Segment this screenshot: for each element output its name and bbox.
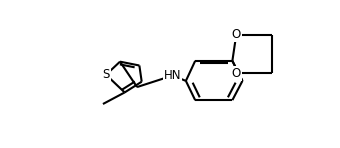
Text: O: O: [232, 28, 241, 41]
Text: HN: HN: [164, 69, 182, 82]
Text: O: O: [232, 67, 241, 80]
Text: S: S: [102, 68, 110, 81]
